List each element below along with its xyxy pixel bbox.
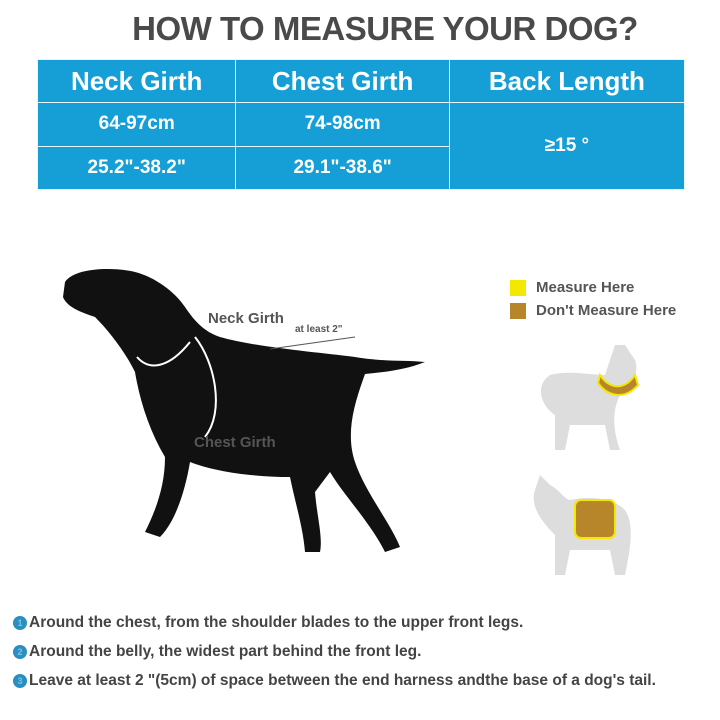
- chest-girth-label: Chest Girth: [194, 434, 276, 451]
- step-text: Around the belly, the widest part behind…: [29, 642, 422, 660]
- number-badge-icon: 1: [13, 615, 27, 630]
- header-neck-girth: Neck Girth: [36, 59, 237, 103]
- list-item: 3 Leave at least 2 "(5cm) of space betwee…: [13, 666, 656, 695]
- dog-neck-illustration: [540, 345, 640, 450]
- instructions-list: 1 Around the chest, from the shoulder bla…: [13, 608, 656, 695]
- number-badge-icon: 3: [13, 673, 27, 688]
- header-back-length: Back Length: [448, 59, 686, 103]
- legend-label: Don't Measure Here: [536, 302, 677, 319]
- step-text: Around the chest, from the shoulder blad…: [29, 613, 524, 631]
- header-chest-girth: Chest Girth: [235, 59, 450, 103]
- chest-cm: 74-98cm: [235, 102, 450, 147]
- chest-in: 29.1"-38.6": [235, 145, 450, 190]
- legend-dont-measure: Don't Measure Here: [510, 302, 676, 319]
- list-item: 2 Around the belly, the widest part behin…: [13, 637, 656, 666]
- step-text: Leave at least 2 "(5cm) of space between…: [29, 671, 656, 689]
- dog-chest-illustration: [533, 475, 631, 575]
- neck-cm: 64-97cm: [36, 102, 237, 147]
- brown-swatch: [510, 302, 526, 319]
- size-table: Neck Girth Chest Girth Back Length 64-97…: [36, 59, 686, 190]
- back-length-value: ≥15 °: [448, 102, 686, 190]
- neck-girth-label: Neck Girth: [208, 310, 284, 327]
- legend-label: Measure Here: [536, 279, 635, 296]
- neck-in: 25.2"-38.2": [36, 145, 237, 190]
- list-item: 1 Around the chest, from the shoulder bla…: [13, 608, 656, 637]
- gap-label: at least 2": [295, 324, 343, 335]
- legend-measure-here: Measure Here: [510, 279, 634, 296]
- number-badge-icon: 2: [13, 644, 27, 659]
- dog-silhouette: [63, 269, 425, 552]
- page-title: HOW TO MEASURE YOUR DOG?: [132, 10, 638, 47]
- yellow-swatch: [510, 279, 526, 296]
